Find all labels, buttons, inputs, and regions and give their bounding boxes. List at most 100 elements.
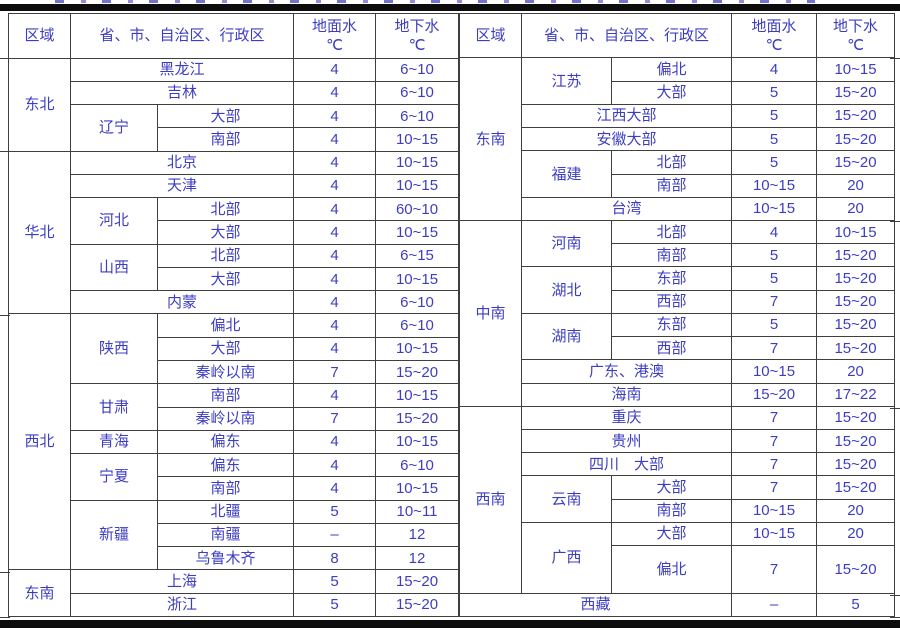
table-cell: 20 (816, 521, 896, 547)
table-cell: 吉林 (69, 80, 295, 106)
table-cell: 7 (293, 406, 377, 431)
header-cell: 省、市、自治区、行政区 (69, 13, 295, 59)
table-row: 南疆 –12 (9, 522, 460, 548)
margin-line (0, 58, 10, 59)
table-cell: 四川 大部 (521, 452, 733, 477)
table-cell: 西北 (8, 313, 71, 571)
table-cell: 10~15 (375, 266, 460, 292)
table-cell: 10~15 (731, 359, 818, 384)
table-cell: 15~20 (816, 336, 896, 361)
table-cell: 4 (293, 104, 377, 129)
table-cell: 4 (293, 243, 377, 268)
table-cell: 广西 (521, 521, 613, 594)
table-cell: 6~10 (375, 80, 460, 106)
table-cell: 6~10 (375, 313, 460, 338)
table-cell: 4 (731, 219, 818, 245)
table-cell: 乌鲁木齐 (156, 546, 295, 571)
table-cell: 15~20 (375, 406, 460, 431)
table-row: 四川 大部 7 15~20 (460, 452, 896, 477)
table-cell: 华北 (8, 150, 71, 315)
table-cell: 6~10 (375, 290, 460, 315)
table-row: 湖北 东部 5 15~20 (460, 266, 896, 314)
table-cell: 6~10 (375, 57, 460, 82)
table-row: 西部 7 15~20 (460, 336, 896, 361)
table-cell: 南部 (611, 243, 733, 268)
table-cell: 15~20 (375, 569, 460, 594)
table-cell: 17~22 (816, 382, 896, 407)
temperature-tables: 区域 省、市、自治区、行政区 地面水 ℃ 地下水 ℃ 东北 黑龙江 4 6~10 吉林 4 6~10… (8, 12, 896, 618)
table-row: 天津 4 10~15 (9, 173, 460, 199)
table-cell: 15~20 (816, 289, 896, 314)
table-cell: 7 (731, 289, 818, 314)
table-row: 南部 5 15~20 (460, 243, 896, 268)
table-row: 安徽大部 5 15~20 (460, 127, 896, 152)
table-cell: 山西 (70, 243, 158, 292)
table-cell: 江苏 (521, 57, 613, 105)
table-cell: 5 (731, 150, 818, 175)
table-cell: 15~20 (816, 428, 896, 454)
table-cell: 20 (816, 498, 896, 523)
table-cell: 福建 (521, 150, 613, 198)
table-cell: 20 (816, 196, 896, 221)
table-cell: 10~15 (375, 173, 460, 199)
header-cell: 地下水 ℃ (375, 13, 460, 59)
table-cell: 20 (816, 173, 896, 198)
margin-line (0, 617, 10, 618)
table-cell: 4 (293, 150, 377, 175)
table-cell: 15~20 (816, 545, 896, 594)
margin-line (0, 315, 10, 316)
table-cell: 5 (293, 569, 377, 594)
table-cell: 偏北 (611, 545, 733, 594)
table-cell: 新疆 (70, 499, 158, 571)
table-row: 河北 北部 4 60~10 (9, 197, 460, 245)
table-row: 新疆 北疆 5 10~11 (9, 499, 460, 571)
table-cell: 15~20 (816, 405, 896, 430)
table-cell: 江西大部 (521, 103, 733, 129)
table-cell: 大部 (156, 220, 295, 245)
table-cell: 大部 (611, 521, 733, 547)
table-cell: 偏东 (156, 429, 295, 455)
table-cell: 南部 (611, 498, 733, 523)
table-cell: 4 (293, 476, 377, 501)
table-cell: 7 (731, 336, 818, 361)
header-cell: 地下水 ℃ (816, 12, 896, 59)
header-cell: 区域 (8, 13, 71, 59)
table-cell: 15~20 (731, 382, 818, 407)
table-cell: 大部 (611, 475, 733, 500)
table-cell: 4 (293, 336, 377, 361)
table-cell: 宁夏 (70, 453, 158, 501)
table-cell: 中南 (459, 219, 523, 407)
table-cell: 7 (731, 545, 818, 594)
table-row: 江西大部 5 15~20 (460, 103, 896, 129)
table-cell: 南部 (611, 173, 733, 198)
table-cell: 西藏 (459, 592, 733, 617)
table-cell: 南部 (156, 127, 295, 152)
table-cell: 10~15 (375, 220, 460, 245)
table-cell: 6~10 (375, 104, 460, 129)
table-cell: 20 (816, 359, 896, 384)
table-cell: 黑龙江 (69, 57, 295, 82)
table-cell: 6~10 (375, 453, 460, 478)
table-row: 辽宁 大部 4 6~10 (9, 104, 460, 152)
table-row: 广西 大部 10~15 20 (460, 521, 896, 594)
table-cell: 北疆 (156, 499, 295, 524)
table-row: 南部 4 10~15 (9, 476, 460, 501)
table-cell: 7 (731, 475, 818, 500)
table-cell: 4 (293, 220, 377, 245)
table-cell: 10~15 (375, 476, 460, 501)
table-cell: 东部 (611, 266, 733, 291)
table-cell: 15~20 (816, 127, 896, 152)
table-cell: 7 (293, 359, 377, 385)
table-cell: 10~15 (731, 173, 818, 198)
table-cell: 大部 (611, 80, 733, 105)
table-row: 台湾 10~15 20 (460, 196, 896, 221)
table-cell: 大部 (156, 266, 295, 292)
table-cell: 4 (293, 313, 377, 338)
table-cell: 4 (293, 429, 377, 455)
table-cell: 15~20 (375, 592, 460, 618)
table-cell: 云南 (521, 475, 613, 523)
table-row: 中南 河南 北部 4 10~15 (459, 219, 896, 407)
table-cell: 北部 (611, 150, 733, 175)
table-row: 乌鲁木齐 8 12 (9, 546, 460, 571)
table-cell: 5 (731, 266, 818, 291)
